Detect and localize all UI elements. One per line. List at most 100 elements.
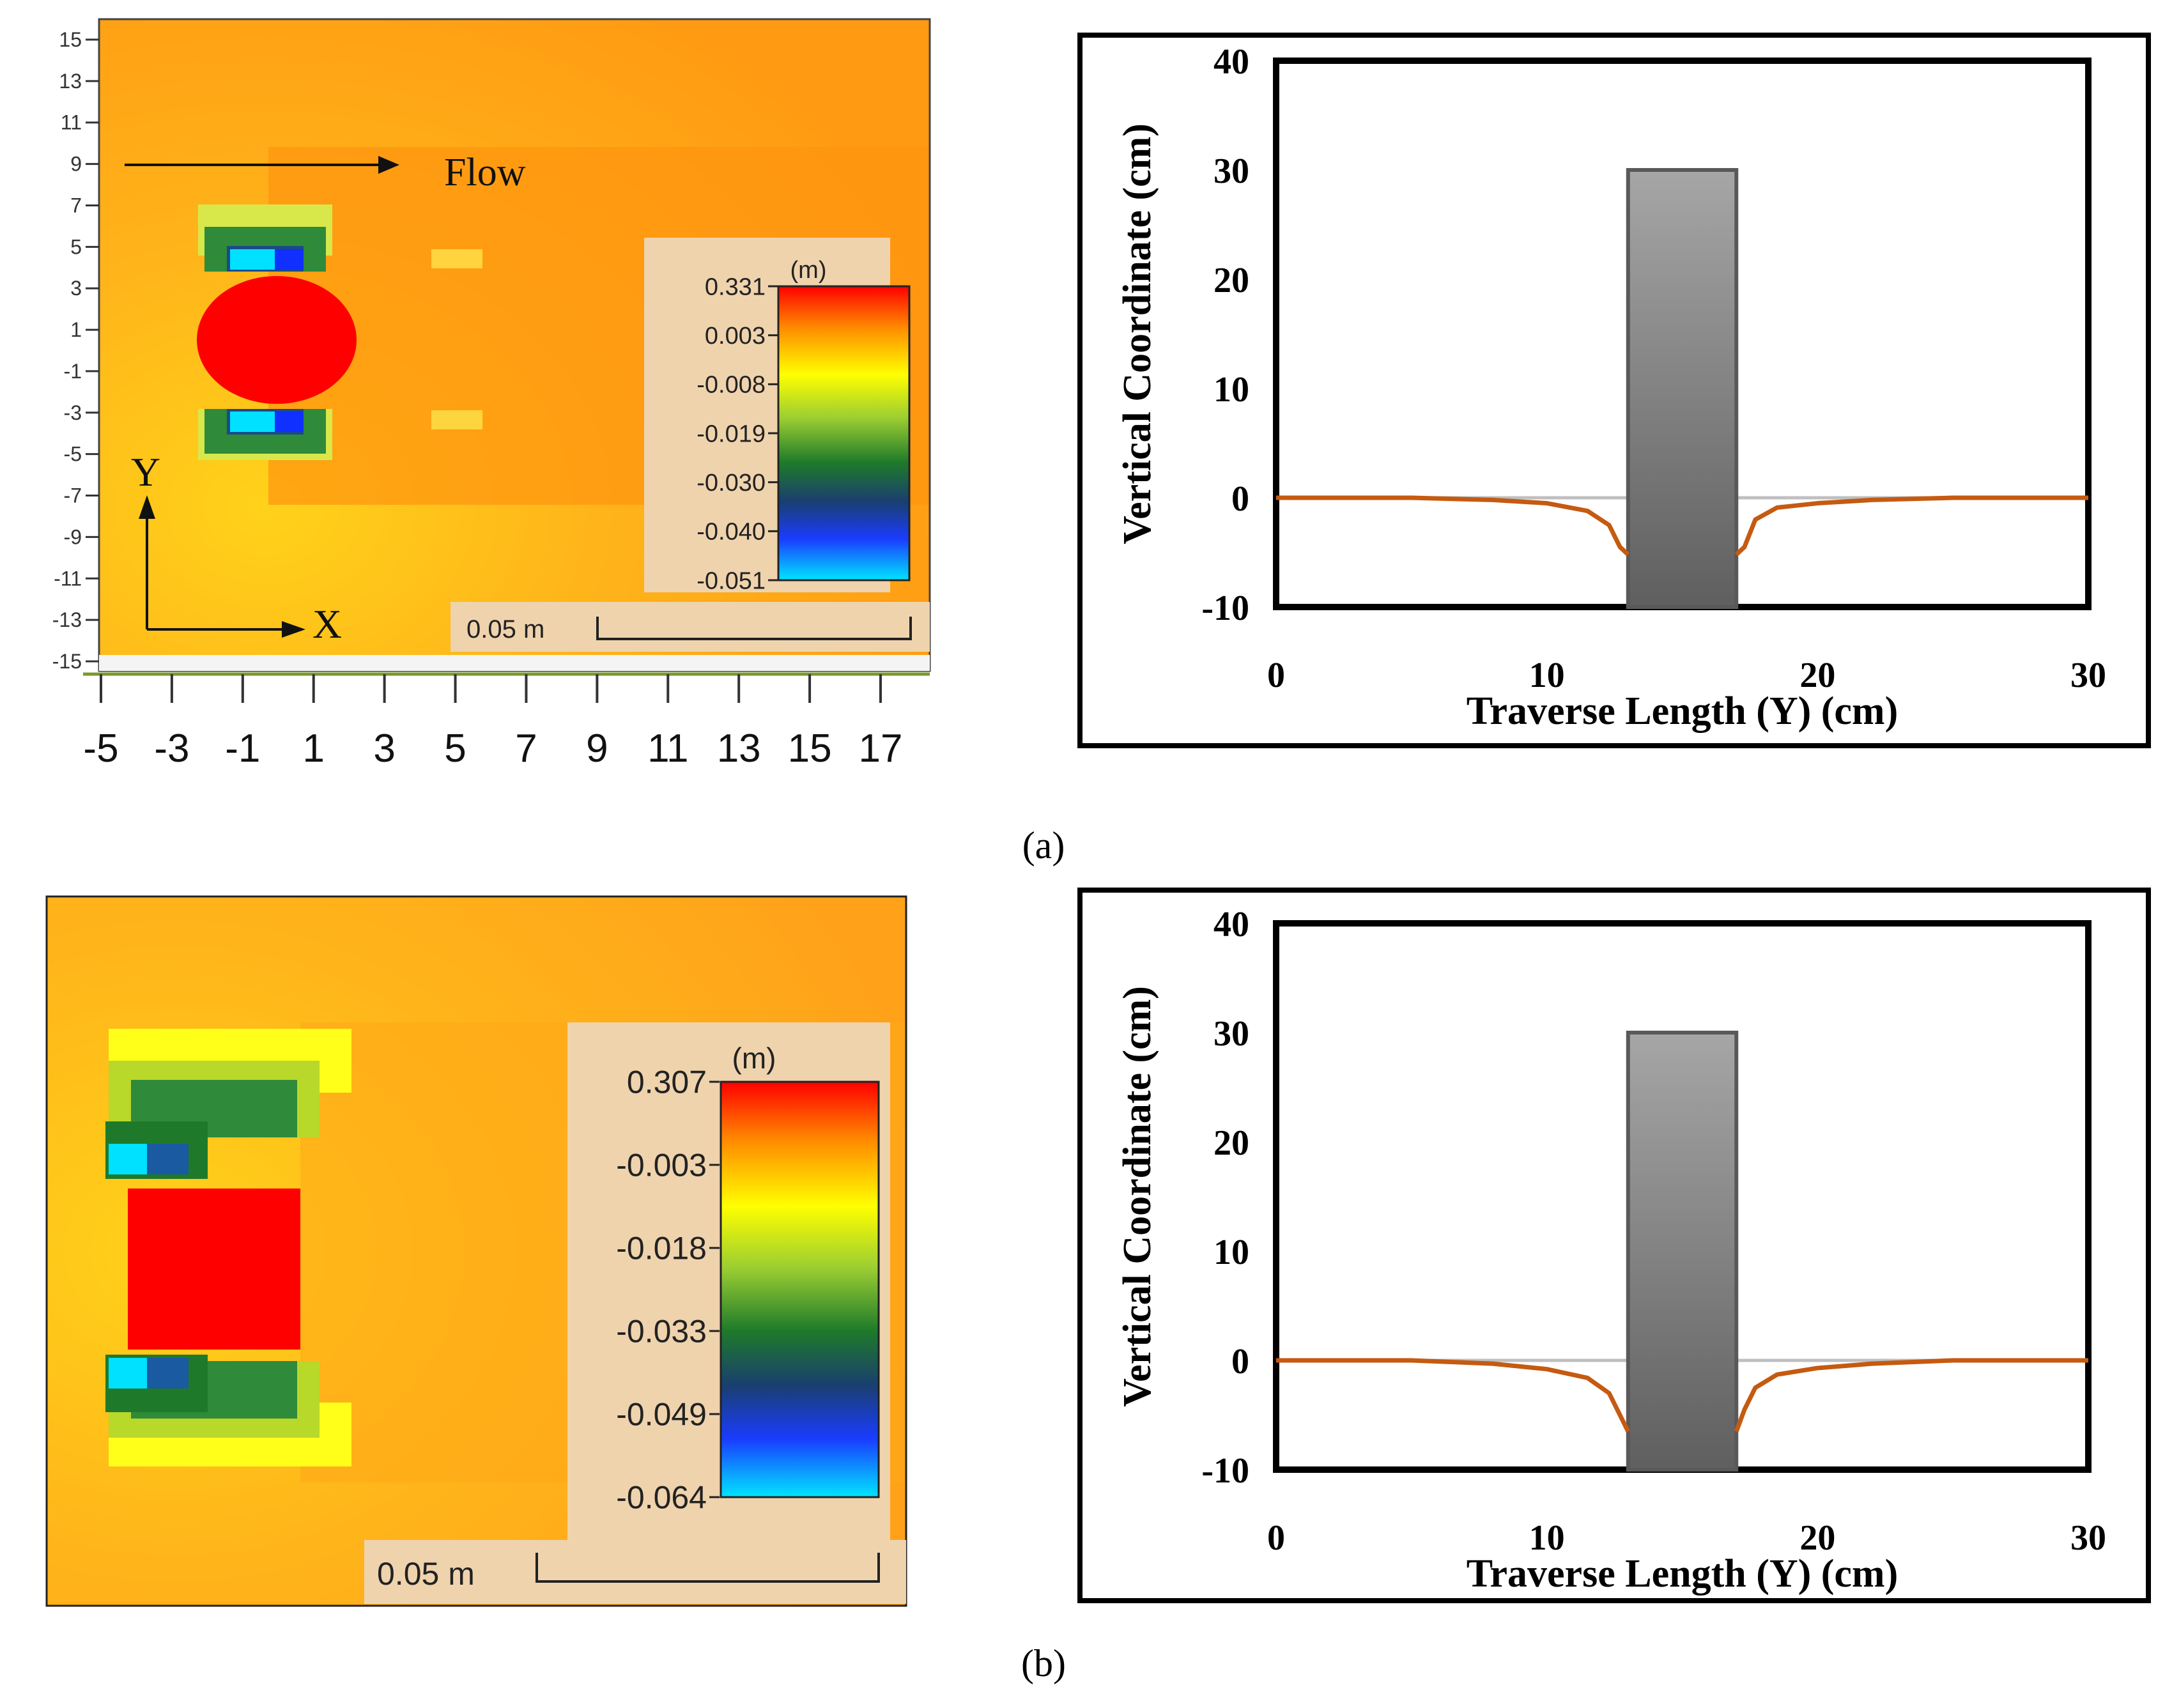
x-axis-title: Traverse Length (Y) (cm) <box>1467 1552 1898 1596</box>
flow-arrow <box>125 156 399 174</box>
scour-map-b: (m) 0.307-0.003-0.018-0.033-0.049-0.064 … <box>45 895 907 1607</box>
y-tick-label: 40 <box>1213 42 1249 82</box>
map-x-tick-label: 11 <box>647 727 688 771</box>
legend-value: 0.307 <box>627 1065 707 1100</box>
y-tick-label: -10 <box>1201 1451 1249 1491</box>
map-y-tick-label: -11 <box>54 567 82 590</box>
pier-bar <box>1626 168 1739 609</box>
legend-value: -0.008 <box>697 372 766 399</box>
map-x-tick-label: 3 <box>373 727 395 771</box>
x-tick-label: 10 <box>1529 656 1565 695</box>
legend-a: (m) 0.331 0.003 -0.008 -0.019 -0.030 -0.040 -0… <box>451 238 930 652</box>
profile-chart-a: 40 30 20 10 0 -10 0 10 20 30 Traverse Length (Y) (… <box>1077 33 2151 748</box>
map-x-tick-label: 7 <box>515 727 537 771</box>
legend-value: -0.030 <box>697 470 766 496</box>
scour-map-a: Flow Y X (m) 0.331 0.003 -0.008 -0.019 -0.03… <box>52 18 931 771</box>
map-x-tick-label: 13 <box>717 727 761 771</box>
x-tick-label: 10 <box>1529 1518 1565 1558</box>
x-axis-arrow-label: X <box>312 601 342 647</box>
legend-value: -0.019 <box>697 420 766 447</box>
scour-hole-bottom-b <box>105 1355 351 1466</box>
pier-bar <box>1626 1031 1739 1472</box>
chart-frame-a <box>1077 33 2151 748</box>
y-axis-title: Vertical Coordinate (cm) <box>1116 986 1159 1407</box>
map-x-tick-label: 5 <box>444 727 466 771</box>
legend-colorbar-b <box>720 1081 880 1498</box>
y-axis-title: Vertical Coordinate (cm) <box>1116 123 1159 544</box>
y-axis-arrow-label: Y <box>131 449 160 495</box>
map-y-tick-label: -5 <box>64 443 82 466</box>
bed-profile-line <box>1276 495 1630 557</box>
profile-chart-b: 40 30 20 10 0 -10 0 10 20 30 Traverse Length (Y) (… <box>1077 888 2151 1603</box>
x-axis-title: Traverse Length (Y) (cm) <box>1467 689 1898 733</box>
legend-value: 0.331 <box>705 273 766 300</box>
map-x-tick-label: 17 <box>859 727 903 771</box>
legend-value: -0.033 <box>616 1314 707 1350</box>
map-x-tick-label: -5 <box>83 727 118 771</box>
y-tick-label: 30 <box>1213 151 1249 191</box>
map-y-tick-label: 9 <box>70 153 82 176</box>
map-x-tick-label: 1 <box>302 727 324 771</box>
map-x-ticks: -5 -3 -1 1 3 5 7 9 11 13 15 17 <box>83 674 902 771</box>
map-y-ticks: 15 13 11 9 7 5 3 1 -1 -3 -5 -7 -9 -11 -13 -15 <box>52 28 99 673</box>
scour-hole-top-b <box>105 1029 351 1179</box>
square-pier <box>128 1189 300 1350</box>
legend-value: -0.018 <box>616 1231 707 1266</box>
y-tick-label: 0 <box>1231 479 1249 519</box>
legend-value: -0.049 <box>616 1397 707 1433</box>
map-x-tick-label: 9 <box>586 727 608 771</box>
y-tick-label: 30 <box>1213 1014 1249 1054</box>
panel-label-a: (a) <box>1022 824 1065 866</box>
map-y-tick-label: 3 <box>70 277 82 300</box>
map-y-tick-label: 1 <box>70 318 82 341</box>
chart-frame-b <box>1077 888 2151 1603</box>
y-tick-label: 20 <box>1213 1123 1249 1163</box>
flow-label: Flow <box>444 151 526 194</box>
map-y-tick-label: 7 <box>70 194 82 217</box>
map-y-tick-label: -1 <box>64 360 82 383</box>
legend-value: -0.003 <box>616 1148 707 1183</box>
axis-arrows <box>139 495 305 638</box>
panel-label-b: (b) <box>1021 1642 1066 1684</box>
map-y-tick-label: 5 <box>70 235 82 258</box>
circular-pier <box>197 276 357 404</box>
map-y-tick-label: -7 <box>64 484 82 507</box>
y-tick-label: 40 <box>1213 905 1249 944</box>
bed-profile-line <box>1734 1358 2088 1433</box>
x-tick-label: 0 <box>1267 1518 1285 1558</box>
x-tick-label: 0 <box>1267 656 1285 695</box>
scale-label-b: 0.05 m <box>377 1556 475 1592</box>
legend-colorbar-a <box>777 285 911 581</box>
map-x-tick-label: -1 <box>225 727 260 771</box>
map-y-tick-label: 13 <box>59 70 82 93</box>
map-y-tick-label: -13 <box>52 608 82 631</box>
x-tick-label: 20 <box>1799 1518 1835 1558</box>
bed-profile-line <box>1276 1358 1630 1433</box>
y-tick-label: 10 <box>1213 1233 1249 1272</box>
map-y-tick-label: 15 <box>59 28 82 51</box>
map-x-tick-label: 15 <box>788 727 832 771</box>
bed-profile-line <box>1734 495 2088 557</box>
scale-label-a: 0.05 m <box>466 615 544 643</box>
map-y-tick-label: -9 <box>64 525 82 548</box>
legend-value: -0.051 <box>697 567 766 594</box>
y-tick-label: 20 <box>1213 261 1249 300</box>
scale-bar-a <box>596 617 912 640</box>
legend-value: -0.040 <box>697 519 766 546</box>
map-x-tick-label: -3 <box>154 727 189 771</box>
map-y-tick-label: -3 <box>64 401 82 424</box>
map-y-tick-label: -15 <box>52 650 82 673</box>
y-tick-label: -10 <box>1201 589 1249 628</box>
scour-hole-bottom-a <box>198 409 332 460</box>
x-tick-label: 20 <box>1799 656 1835 695</box>
legend-value: 0.003 <box>705 323 766 350</box>
y-tick-label: 10 <box>1213 370 1249 410</box>
scale-bar-b <box>535 1553 880 1583</box>
x-tick-label: 30 <box>2070 656 2106 695</box>
x-tick-label: 30 <box>2070 1518 2106 1558</box>
legend-unit-a: (m) <box>790 257 827 284</box>
y-tick-label: 0 <box>1231 1342 1249 1381</box>
legend-value: -0.064 <box>616 1480 707 1516</box>
legend-unit-b: (m) <box>732 1042 776 1075</box>
